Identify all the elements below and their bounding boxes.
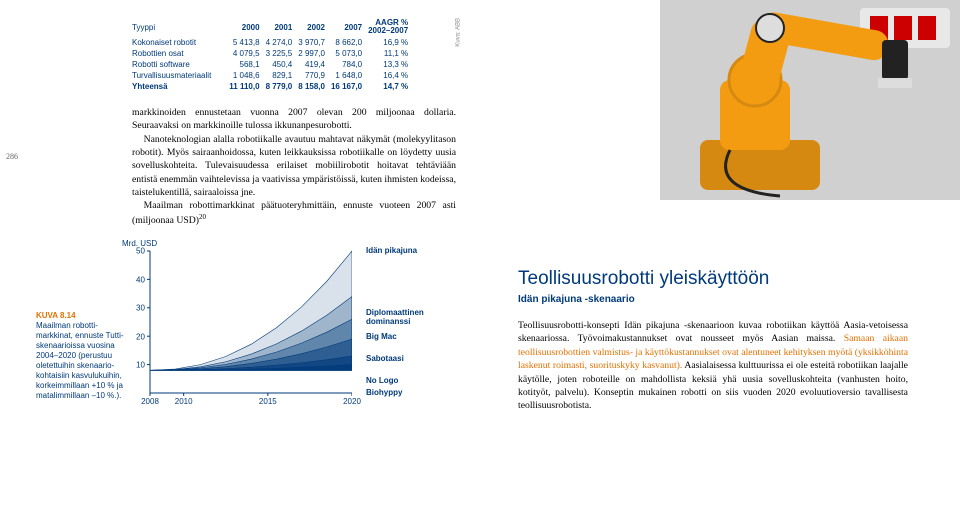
page-number-left: 286 xyxy=(6,152,18,161)
chart-caption: KUVA 8.14 Maailman robotti­markkinat, en… xyxy=(36,311,124,401)
section-heading: Teollisuusrobotti yleiskäyttöön xyxy=(518,268,908,290)
forecast-chart: Mrd. USD 5040302010 Idän pikajunaDiploma… xyxy=(36,239,456,409)
robot-photo xyxy=(660,0,960,200)
section-body: Teollisuusrobotti-konsepti Idän pikajuna… xyxy=(518,319,908,413)
chart-canvas xyxy=(132,249,352,397)
market-table: Tyyppi2000200120022007AAGR %2002–2007 Ko… xyxy=(132,18,456,92)
section-subheading: Idän pikajuna -skenaario xyxy=(518,294,908,305)
prose-p1: markkinoiden ennustetaan vuonna 2007 ole… xyxy=(132,106,456,133)
image-credit: Kuva: ABB xyxy=(456,18,462,47)
body-prose: markkinoiden ennustetaan vuonna 2007 ole… xyxy=(132,106,456,228)
prose-p2: Nanoteknologian alalla robotiikalle avau… xyxy=(132,133,456,200)
prose-p3: Maailman robottimarkkinat päätuoteryhmit… xyxy=(132,199,456,227)
